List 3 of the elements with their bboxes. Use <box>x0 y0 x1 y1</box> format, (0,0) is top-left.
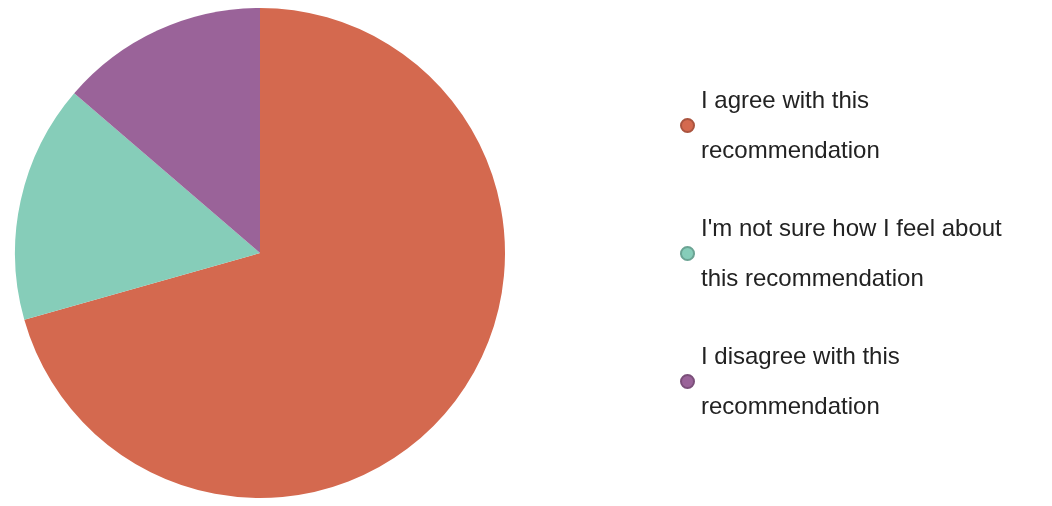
legend-label: I disagree with this recommendation <box>701 341 901 421</box>
legend-label: I agree with this recommendation <box>701 85 881 165</box>
legend-label: I'm not sure how I feel about this recommendation <box>701 213 1003 293</box>
